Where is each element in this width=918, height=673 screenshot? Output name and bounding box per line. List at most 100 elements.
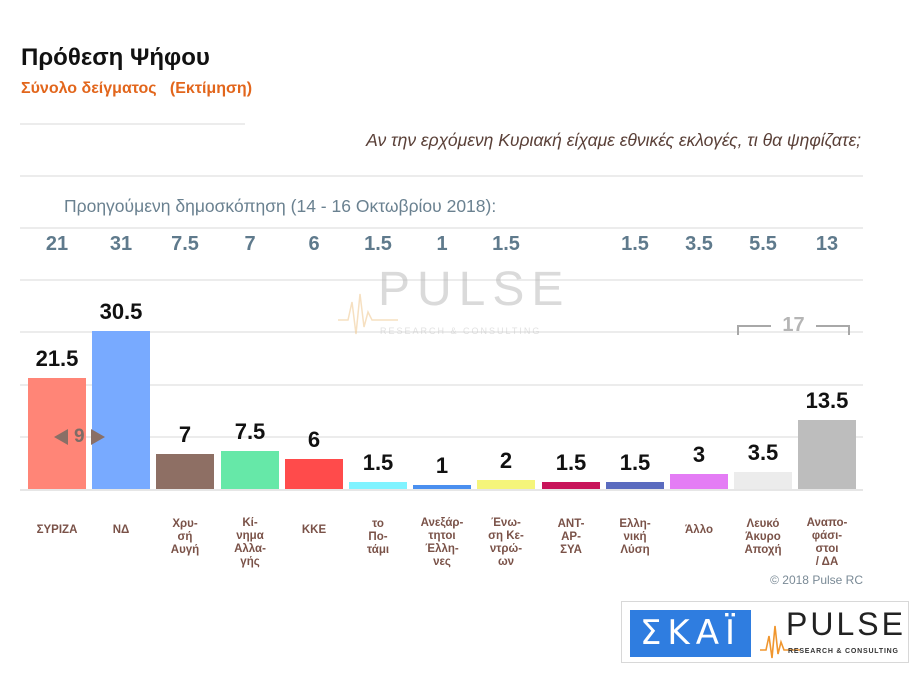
copyright: © 2018 Pulse RC [770,573,863,587]
previous-poll-value: 1.5 [364,233,392,255]
category-label-line: ΑΝΤ- [557,518,585,530]
previous-poll-value: 7 [244,233,256,255]
divider-top [20,123,245,125]
bar-value-label: 3 [692,442,706,467]
bar [156,454,214,490]
bar [606,482,664,490]
bar [734,472,792,490]
category-label: Λευκό Άκυρο Αποχή [731,518,795,557]
category-label-line: σή [177,531,193,543]
category-label-line: Άλλο [685,524,713,536]
logo-banner: ΣΚΑΪ PULSE RESEARCH & CONSULTING [621,601,909,663]
bar [92,331,150,490]
category-label-line: νική [623,531,647,543]
gridline [20,384,863,386]
previous-poll-label: Προηγούμενη δημοσκόπηση (14 - 16 Οκτωβρί… [64,196,497,216]
category-label: Ελλη-νική Λύση [603,518,667,557]
gridline [20,279,863,281]
previous-poll-value: 21 [45,233,69,255]
previous-poll-value: 1 [436,233,448,255]
category-label: Χρυ-σή Αυγή [153,518,217,557]
bar [670,474,728,490]
bracket-value: 17 [782,314,805,336]
gridline [20,436,863,438]
arrow-right-icon [90,429,105,445]
survey-question: Αν την ερχόμενη Κυριακή είχαμε εθνικές ε… [366,130,861,150]
previous-poll-value: 1.5 [621,233,649,255]
category-label-line: ΝΔ [112,524,130,536]
bracket-left-line [737,325,771,327]
category-label-line: το [372,518,384,530]
divider-prev [20,227,863,229]
divider-mid [20,175,863,177]
skai-logo: ΣΚΑΪ [630,610,751,657]
bar-value-label: 6 [307,427,321,452]
pulse-logo-text: PULSE [786,606,906,642]
category-label: Ένω-ση Κε-ντρώ-ων [474,517,538,569]
category-label-line: ΚΚΕ [301,524,327,536]
bar-value-label: 1.5 [362,450,394,475]
category-label-line: γής [240,556,260,568]
category-label: ΚΚΕ [282,524,346,537]
page-subtitle: Σύνολο δείγματος (Εκτίμηση) [21,80,253,97]
gap-value: 9 [74,426,85,447]
bar [285,459,343,490]
category-label-line: Έλλη- [425,543,459,555]
category-label-line: ση Κε- [488,530,524,542]
bar-value-label: 1.5 [555,450,587,475]
category-label: Κί-νημα Αλλα-γής [218,517,282,569]
pulse-logo-subtext: RESEARCH & CONSULTING [788,648,899,655]
previous-poll-values: 21 31 7.5 7 6 1.5 1 1.5 1.5 3.5 5.5 13 [0,233,918,261]
category-label-line: Ανεξάρ- [420,517,464,529]
bar [477,480,535,490]
bar [798,420,856,490]
category-label-line: Αλλα- [234,543,266,555]
category-label-line: Λύση [620,544,650,556]
category-label-line: / ΔΑ [815,556,839,568]
page-title: Πρόθεση Ψήφου [21,44,210,71]
heartbeat-icon [338,293,398,335]
category-label-line: Ένω- [491,517,521,529]
category-label-line: νημα [236,530,264,542]
previous-poll-value: 5.5 [749,233,777,255]
category-label-line: Αυγή [170,544,200,556]
arrow-left-icon [54,429,68,445]
category-label-line: νες [433,556,451,568]
category-label-line: ντρώ- [489,543,523,555]
bar-value-label: 30.5 [99,299,143,324]
pulse-watermark: PULSE RESEARCH & CONSULTING [338,262,563,342]
category-label-line: φάσι- [811,530,843,542]
bar [413,485,471,490]
category-label: ΝΔ [89,524,153,537]
category-label-line: τητοι [428,530,456,542]
category-label: ΣΥΡΙΖΑ [25,524,89,537]
bar [221,451,279,490]
bar-value-label: 7 [178,422,192,447]
category-label: το Πο-τάμι [346,518,410,557]
bracket-left-tick [737,325,739,335]
category-label-line: τάμι [366,544,390,556]
bar-value-label: 1.5 [619,450,651,475]
previous-poll-value: 13 [815,233,839,255]
previous-poll-value: 31 [109,233,133,255]
bar-value-label: 3.5 [747,440,779,465]
category-label-line: ΣΥΑ [560,544,582,556]
category-label: Αναπο-φάσι-στοι / ΔΑ [795,517,859,569]
bar-value-label: 1 [435,453,449,478]
gridline [20,331,863,333]
watermark-text: PULSE [378,263,571,316]
category-label-line: στοι [815,543,839,555]
category-label-line: Αναπο- [806,517,848,529]
bar-value-label: 7.5 [234,419,266,444]
category-label-line: Πο- [368,531,388,543]
category-label-line: Άκυρο [745,531,781,543]
category-label-line: Λευκό [746,518,780,530]
category-label-line: ων [497,556,515,568]
bracket-right-line [816,325,850,327]
bar [349,482,407,490]
bar [542,482,600,490]
category-label-line: ΣΥΡΙΖΑ [36,524,78,536]
category-label-line: Ελλη- [619,518,651,530]
category-label-line: Αποχή [744,544,782,556]
